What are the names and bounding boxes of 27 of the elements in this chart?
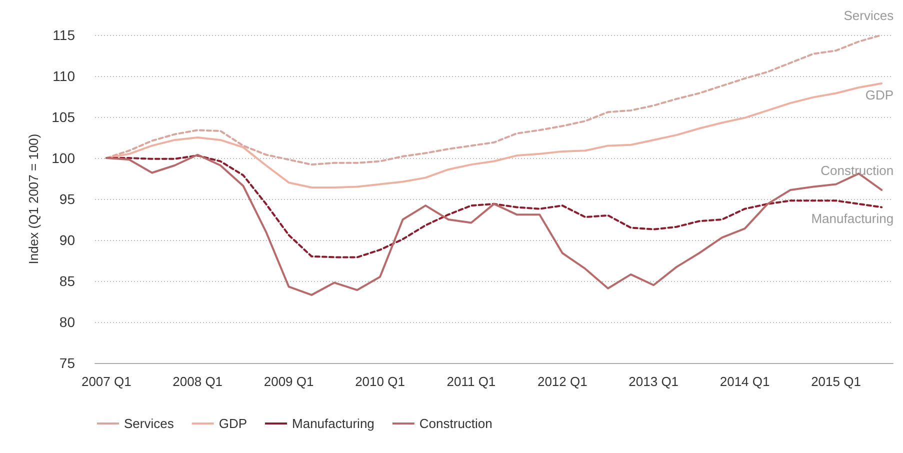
text: Manufacturing	[811, 211, 894, 226]
x-tick-label: 2007 Q1	[81, 374, 132, 389]
text: Construction	[820, 162, 894, 178]
y-tick-label: 75	[59, 355, 76, 371]
legend-label: Manufacturing	[292, 416, 374, 431]
x-tick-label: 2013 Q1	[628, 374, 679, 389]
y-tick-label: 110	[52, 68, 76, 84]
legend-label: Services	[124, 416, 174, 431]
y-tick-label: 90	[59, 232, 76, 248]
x-tick-label: 2015 Q1	[811, 374, 861, 389]
y-tick-label: 105	[52, 109, 76, 125]
y-tick-label: 85	[59, 273, 76, 289]
x-tick-label: 2014 Q1	[720, 374, 770, 389]
y-tick-label: 115	[52, 27, 76, 43]
x-tick-label: 2009 Q1	[264, 374, 314, 389]
x-tick-label: 2012 Q1	[537, 374, 588, 389]
x-tick-label: 2008 Q1	[172, 374, 223, 389]
y-tick-label: 80	[59, 314, 76, 330]
text: GDP	[865, 87, 894, 102]
y-tick-label: 95	[59, 191, 76, 207]
text: Services	[844, 8, 894, 23]
x-tick-label: 2010 Q1	[355, 374, 405, 389]
legend-label: GDP	[218, 416, 248, 431]
y-axis-title: Index (Q1 2007 = 100)	[26, 134, 41, 264]
x-tick-label: 2011 Q1	[446, 374, 496, 389]
legend-label: Construction	[419, 416, 492, 431]
y-tick-label: 100	[52, 150, 76, 166]
